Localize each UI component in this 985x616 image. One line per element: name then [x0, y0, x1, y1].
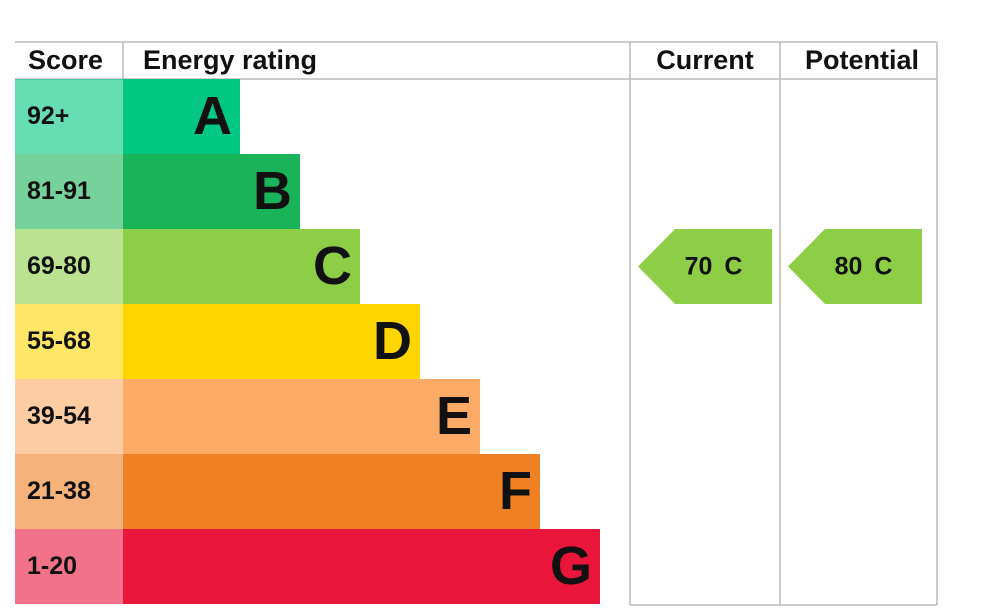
rating-label: 70 C — [685, 252, 743, 280]
score-cell — [15, 304, 123, 379]
band-letter: F — [499, 461, 532, 521]
header-potential: Potential — [805, 45, 919, 75]
score-cell — [15, 154, 123, 229]
score-range: 81-91 — [27, 177, 91, 205]
rating-band: C — [874, 252, 892, 280]
rating-label: 80 C — [835, 252, 893, 280]
band-bar — [123, 229, 360, 304]
header-score: Score — [28, 45, 103, 75]
score-range: 55-68 — [27, 327, 91, 355]
header-rating: Energy rating — [143, 45, 317, 75]
band-letter: G — [550, 536, 592, 596]
score-range: 39-54 — [27, 402, 91, 430]
score-range: 21-38 — [27, 477, 91, 505]
band-bar — [123, 79, 240, 154]
score-cell — [15, 229, 123, 304]
band-bar — [123, 154, 300, 229]
rating-band: C — [724, 252, 742, 280]
band-bar — [123, 454, 540, 529]
rating-arrow — [788, 229, 922, 304]
band-letter: E — [436, 386, 472, 446]
rating-arrow — [638, 229, 772, 304]
header-current: Current — [656, 45, 754, 75]
band-bar — [123, 304, 420, 379]
rating-score: 80 — [835, 252, 863, 280]
score-range: 92+ — [27, 102, 69, 130]
band-letter: C — [313, 236, 352, 296]
score-cell — [15, 79, 123, 154]
score-cell — [15, 529, 123, 604]
band-letter: D — [373, 311, 412, 371]
rating-score: 70 — [685, 252, 713, 280]
score-range: 1-20 — [27, 552, 77, 580]
score-cell — [15, 379, 123, 454]
score-range: 69-80 — [27, 252, 91, 280]
band-bar — [123, 379, 480, 454]
band-letter: A — [193, 86, 232, 146]
band-bar — [123, 529, 600, 604]
score-cell — [15, 454, 123, 529]
band-letter: B — [253, 161, 292, 221]
